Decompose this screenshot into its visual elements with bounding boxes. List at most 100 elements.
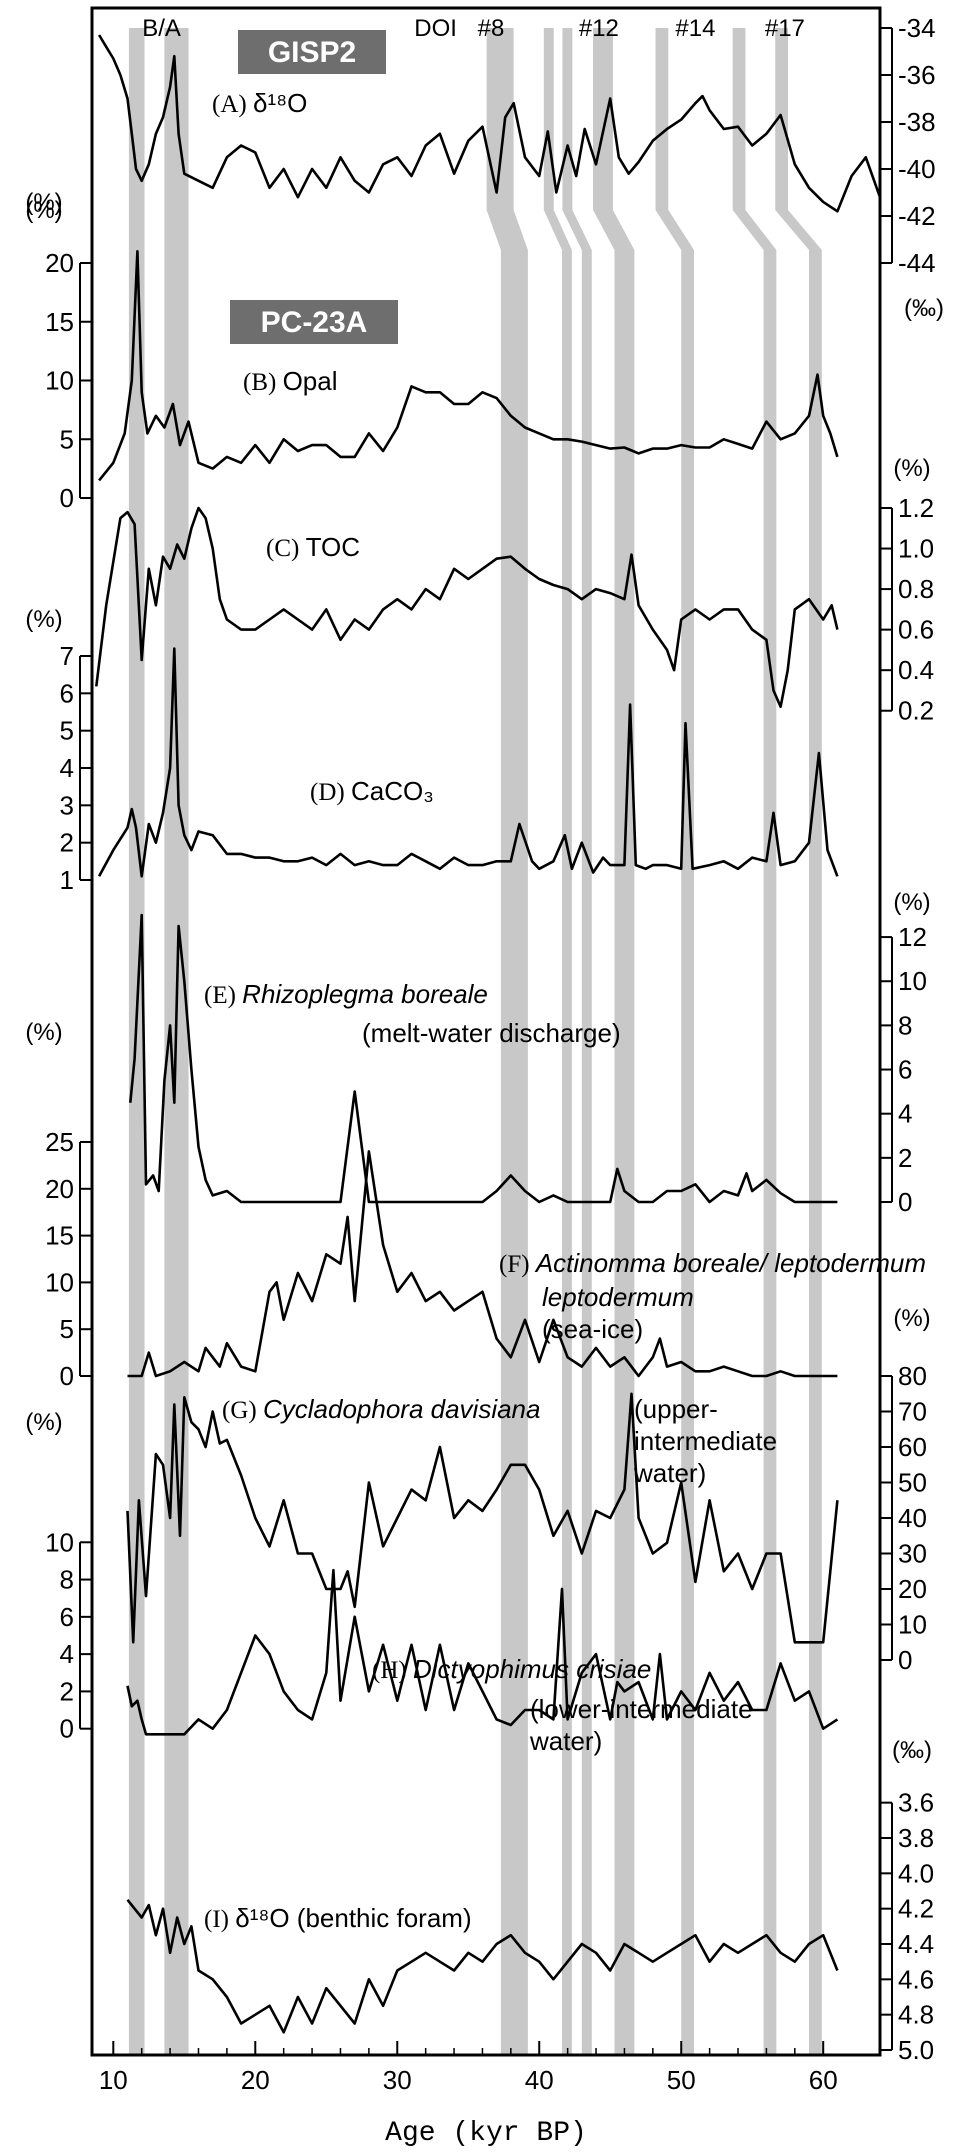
y-tick-label-f: 10	[45, 1267, 74, 1297]
y-tick-label-c: 1.0	[898, 534, 934, 564]
y-tick-label-i: 4.2	[898, 1894, 934, 1924]
band-label: #12	[579, 15, 619, 42]
section-label-gisp2: GISP2	[268, 36, 356, 69]
band-label: #14	[675, 15, 715, 42]
gray-band-doi-8	[486, 28, 528, 2055]
gray-band-doi-14	[655, 28, 695, 2055]
y-tick-label-e: 0	[898, 1187, 912, 1217]
y-tick-label-e: 2	[898, 1143, 912, 1173]
unit-label-a: (‰)	[904, 295, 944, 322]
y-tick-label-f: 0	[60, 1361, 74, 1391]
y-tick-label-f: 25	[45, 1127, 74, 1157]
y-tick-label-e: 8	[898, 1010, 912, 1040]
x-tick-label: 40	[525, 2065, 554, 2095]
unit-label-g: (%)	[893, 1305, 930, 1332]
panel-note-h-1: water)	[529, 1726, 602, 1756]
y-tick-label-i: 4.4	[898, 1929, 934, 1959]
series-line-f	[127, 1150, 838, 1378]
series-lines	[95, 34, 882, 2034]
y-tick-label-e: 4	[898, 1099, 912, 1129]
panel-note-g-0: (upper-	[634, 1394, 718, 1424]
panel-label-i: (I) δ¹⁸O (benthic foram)	[204, 1903, 472, 1933]
panel-label-f: (F) Actinomma boreale/ leptodermum	[499, 1248, 926, 1278]
y-tick-label-h: 2	[60, 1676, 74, 1706]
y-tick-label-e: 12	[898, 922, 927, 952]
y-tick-label-h: 8	[60, 1565, 74, 1595]
series-line-c	[95, 506, 839, 708]
series-h	[126, 1568, 839, 1736]
panel-label-g: (G) Cycladophora davisiana	[222, 1394, 540, 1424]
y-tick-label-g: 10	[898, 1610, 927, 1640]
panel-label-h: (H) Dictyophimus crisiae	[372, 1654, 651, 1684]
series-line-d	[97, 647, 839, 878]
y-tick-label-g: 50	[898, 1468, 927, 1498]
unit-label-f: (%)	[25, 1019, 62, 1046]
y-tick-label-e: 6	[898, 1055, 912, 1085]
y-tick-label-i: 3.8	[898, 1823, 934, 1853]
band-label: #17	[765, 15, 805, 42]
unit-label-d: (%)	[25, 606, 62, 633]
series-e	[129, 913, 838, 1204]
y-tick-label-f: 5	[60, 1314, 74, 1344]
panel-note-g-1: intermediate	[634, 1426, 777, 1456]
panel-label-c: (C) TOC	[266, 532, 360, 562]
x-axis-title: Age (kyr BP)	[385, 2118, 587, 2149]
y-tick-label-h: 0	[60, 1714, 74, 1744]
y-tick-label-a: -38	[898, 107, 936, 137]
panel-label-e: (E) Rhizoplegma boreale	[204, 979, 488, 1009]
series-line-i	[126, 1898, 839, 2034]
y-tick-label-a: -44	[898, 248, 936, 278]
y-tick-label-g: 40	[898, 1503, 927, 1533]
section-box-gisp2	[238, 30, 386, 74]
y-tick-label-d: 1	[60, 865, 74, 895]
series-line-g	[126, 1392, 839, 1644]
gray-band-doi-18	[775, 28, 822, 2055]
y-tick-label-g: 20	[898, 1574, 927, 1604]
y-tick-label-c: 0.4	[898, 655, 934, 685]
series-line-a	[97, 34, 882, 213]
y-tick-label-b: 20	[45, 248, 74, 278]
section-box-pc23a	[230, 300, 398, 344]
series-line-h	[126, 1568, 839, 1736]
y-tick-label-f: 20	[45, 1174, 74, 1204]
y-tick-label-d: 3	[60, 790, 74, 820]
y-tick-label-i: 5.0	[898, 2035, 934, 2065]
band-label: #8	[478, 15, 505, 42]
unit-label-c: (%)	[893, 455, 930, 482]
panel-label-a: (A) δ¹⁸O	[212, 88, 307, 118]
plot-frame	[90, 6, 882, 2057]
y-tick-label-d: 5	[60, 716, 74, 746]
y-tick-label-a: -36	[898, 60, 936, 90]
band-label: B/A	[142, 15, 181, 42]
y-tick-label-i: 4.8	[898, 2000, 934, 2030]
unit-label-h: (%)	[25, 1409, 62, 1436]
panel-note-e-0: (melt-water discharge)	[362, 1018, 621, 1048]
y-tick-label-b: 10	[45, 366, 74, 396]
y-tick-label-d: 6	[60, 678, 74, 708]
unit-label-b-left: (%)	[25, 197, 62, 224]
y-tick-label-b: 15	[45, 307, 74, 337]
y-tick-label-i: 3.6	[898, 1788, 934, 1818]
x-tick-label: 30	[383, 2065, 412, 2095]
y-tick-label-g: 30	[898, 1539, 927, 1569]
y-tick-label-d: 2	[60, 828, 74, 858]
x-tick-label: 60	[809, 2065, 838, 2095]
axes	[79, 6, 893, 2057]
x-tick-label: 10	[99, 2065, 128, 2095]
unit-label-i: (‰)	[892, 1737, 932, 1764]
y-tick-label-g: 60	[898, 1432, 927, 1462]
unit-label-e: (%)	[893, 889, 930, 916]
series-line-e	[129, 913, 838, 1204]
y-tick-label-d: 4	[60, 753, 74, 783]
panel-note-g-2: water)	[633, 1458, 706, 1488]
y-tick-label-i: 4.0	[898, 1858, 934, 1888]
series-a	[97, 34, 882, 213]
y-tick-label-b: 5	[60, 424, 74, 454]
y-tick-label-i: 4.6	[898, 1964, 934, 1994]
series-g	[126, 1392, 839, 1644]
series-c	[95, 506, 839, 708]
y-tick-label-a: -34	[898, 13, 936, 43]
y-tick-label-f: 15	[45, 1221, 74, 1251]
